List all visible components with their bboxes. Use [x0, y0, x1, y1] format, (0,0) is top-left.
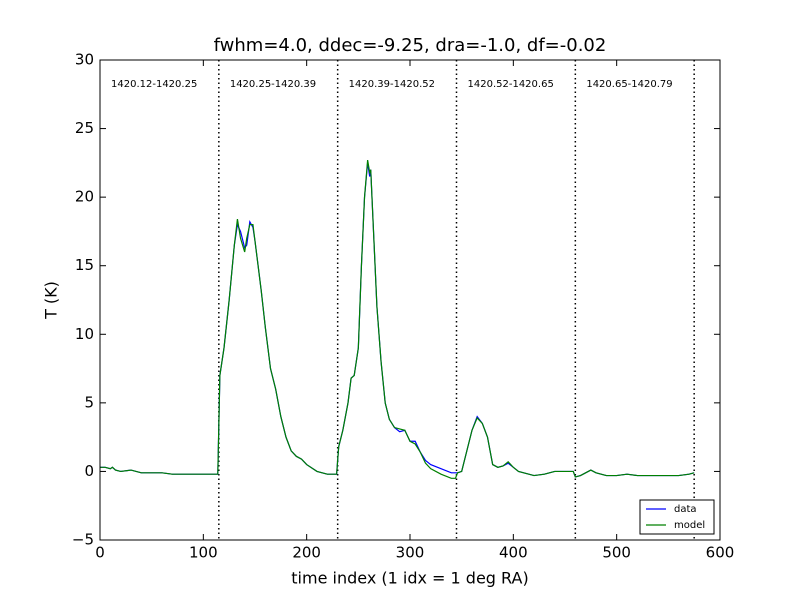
plot-frame: [99, 59, 721, 541]
segment-label: 1420.12-1420.25: [111, 79, 197, 90]
y-axis-label: T (K): [42, 281, 61, 320]
data-line: [100, 160, 695, 479]
legend-box: [639, 499, 715, 535]
y-tick-label: 10: [75, 325, 94, 343]
y-tick-label: 30: [75, 51, 94, 69]
y-tick-label: −5: [72, 531, 94, 549]
y-tick-label: 20: [75, 188, 94, 206]
segment-label: 1420.65-1420.79: [586, 79, 672, 90]
x-tick-label: 0: [95, 544, 105, 562]
x-tick-label: 300: [396, 544, 425, 562]
x-tick-label: 400: [499, 544, 528, 562]
y-tick-label: 5: [84, 393, 94, 411]
y-tick-label: 15: [75, 256, 94, 274]
legend-label: data: [674, 504, 697, 515]
chart-title: fwhm=4.0, ddec=-9.25, dra=-1.0, df=-0.02: [214, 35, 607, 56]
legend-label: model: [674, 520, 705, 531]
x-tick-label: 200: [292, 544, 321, 562]
segment-label: 1420.25-1420.39: [230, 79, 316, 90]
segment-label: 1420.52-1420.65: [468, 79, 554, 90]
segment-label: 1420.39-1420.52: [349, 79, 435, 90]
x-tick-label: 500: [602, 544, 631, 562]
y-tick-label: 0: [84, 462, 94, 480]
x-axis-label: time index (1 idx = 1 deg RA): [291, 569, 528, 588]
x-tick-label: 600: [706, 544, 735, 562]
x-tick-label: 100: [189, 544, 218, 562]
y-tick-label: 25: [75, 119, 94, 137]
